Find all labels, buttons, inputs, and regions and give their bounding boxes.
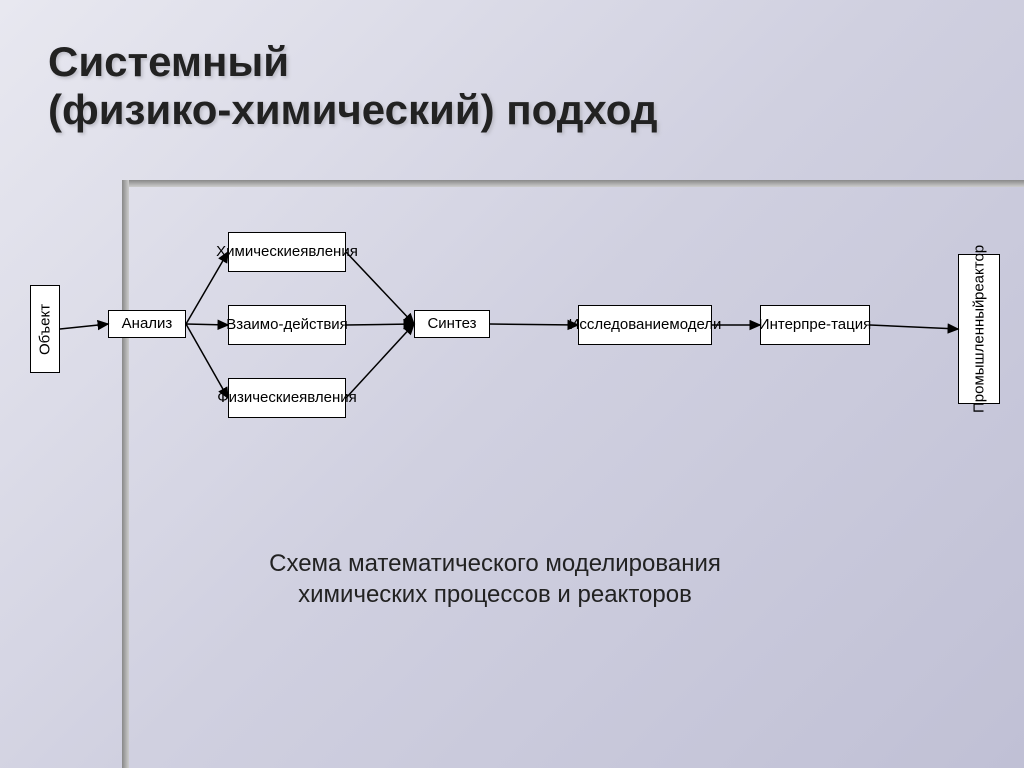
edge-interp-reactor	[870, 325, 958, 329]
divider-vertical	[122, 180, 129, 768]
caption-line2: химических процессов и реакторов	[298, 581, 692, 608]
edge-analysis-phys	[186, 324, 228, 398]
node-object: Объект	[30, 285, 60, 373]
edge-chem-synth	[346, 252, 414, 324]
title-line2: (физико-химический) подход	[48, 86, 658, 133]
slide-title: Системный (физико-химический) подход	[48, 38, 658, 135]
diagram-caption: Схема математического моделирования хими…	[195, 548, 795, 610]
node-interp: Интерпре-тация	[760, 305, 870, 345]
edge-phys-synth	[346, 324, 414, 398]
node-chem: Химическиеявления	[228, 232, 346, 272]
node-model: Исследованиемодели	[578, 305, 712, 345]
title-line1: Системный	[48, 38, 289, 85]
edge-analysis-inter	[186, 324, 228, 325]
node-phys: Физическиеявления	[228, 378, 346, 418]
edge-synth-model	[490, 324, 578, 325]
edge-inter-synth	[346, 324, 414, 325]
node-reactor: Промышленныйреактор	[958, 254, 1000, 404]
node-synth: Синтез	[414, 310, 490, 338]
caption-line1: Схема математического моделирования	[269, 550, 721, 577]
edge-analysis-chem	[186, 252, 228, 324]
divider-horizontal	[122, 180, 1024, 187]
edge-object-analysis	[60, 324, 108, 329]
node-analysis: Анализ	[108, 310, 186, 338]
node-inter: Взаимо-действия	[228, 305, 346, 345]
